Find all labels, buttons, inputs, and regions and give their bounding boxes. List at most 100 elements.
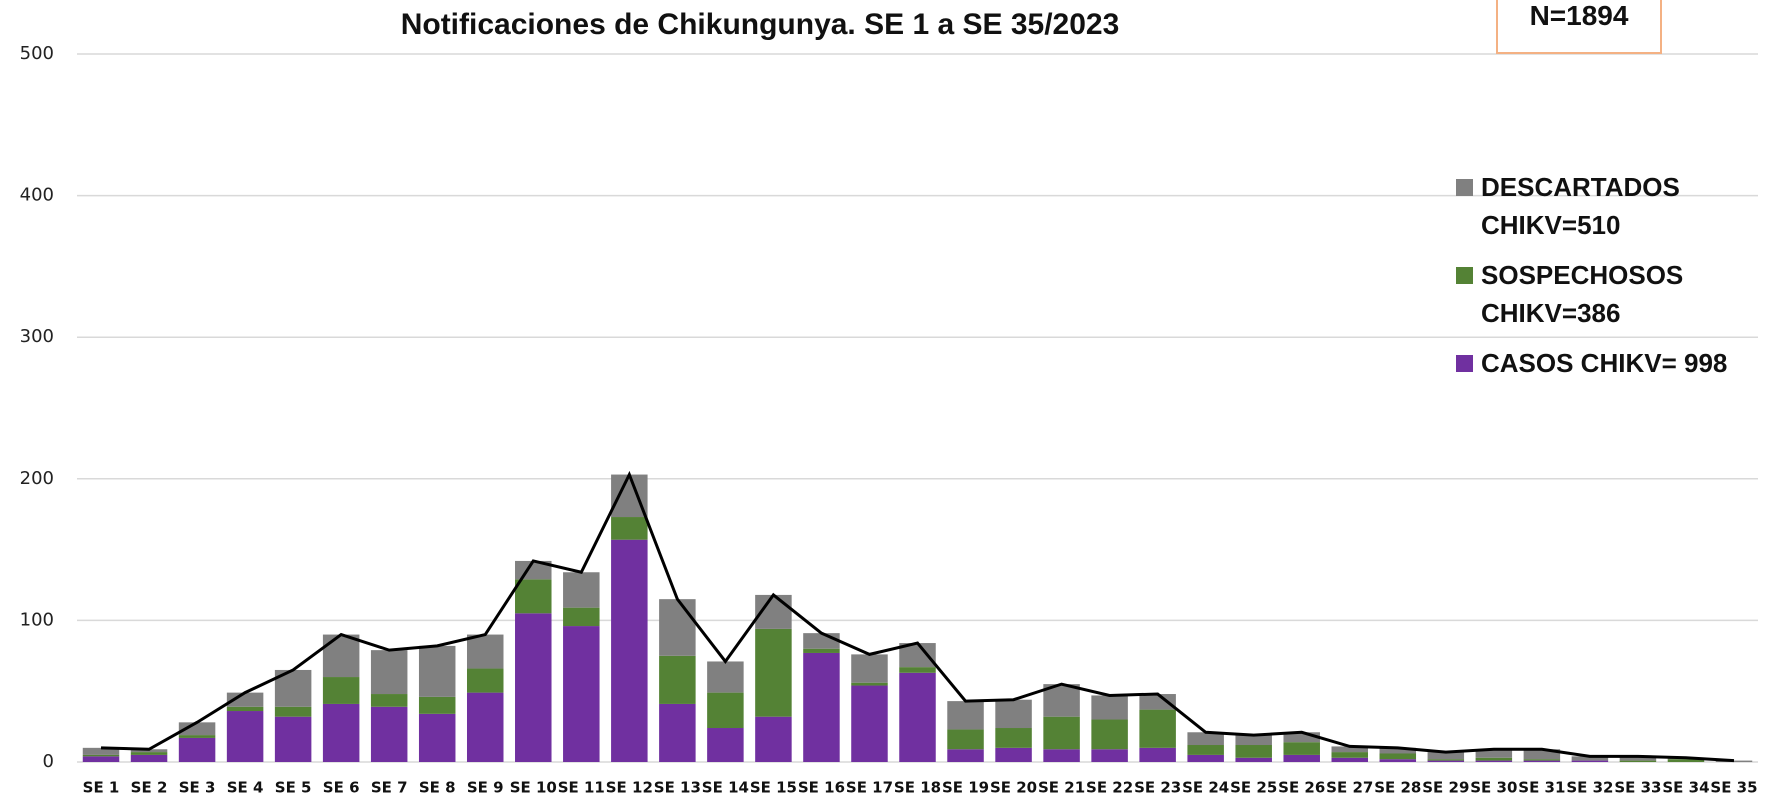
legend-label: CASOS CHIKV= 998 [1481, 348, 1728, 378]
bar-segment [995, 747, 1032, 762]
x-tick-label: SE 28 [1374, 779, 1421, 797]
bar-segment [1619, 760, 1657, 762]
x-tick-label: SE 35 [1710, 779, 1757, 797]
bar-segment [563, 572, 600, 608]
x-tick-label: SE 7 [371, 779, 408, 797]
bar-segment [563, 626, 600, 762]
bar-segment [1235, 745, 1272, 758]
y-tick-label: 0 [43, 751, 54, 772]
bar-segment [226, 711, 264, 762]
bar-segment [947, 729, 984, 750]
bar-segment [466, 634, 504, 669]
bar-segment [851, 685, 888, 762]
bar-segment [178, 735, 216, 738]
bar-segment [1331, 752, 1369, 758]
bar-segment [1379, 753, 1417, 760]
x-tick-label: SE 6 [323, 779, 360, 797]
x-tick-label: SE 30 [1470, 779, 1517, 797]
bar-segment [226, 706, 264, 712]
x-tick-label: SE 15 [750, 779, 797, 797]
bar-segment [803, 633, 840, 649]
bar-segment [1139, 709, 1176, 748]
x-tick-label: SE 16 [798, 779, 845, 797]
bar-segment [707, 728, 744, 762]
bar-segment [995, 699, 1032, 729]
y-tick-label: 500 [20, 43, 54, 64]
bar-segment [418, 696, 456, 714]
legend-swatch [1456, 267, 1473, 284]
legend-item: CASOS CHIKV= 998 [1456, 344, 1746, 382]
bar-segment [515, 579, 552, 614]
x-tick-label: SE 13 [654, 779, 701, 797]
x-tick-label: SE 4 [227, 779, 264, 797]
bar-segment [563, 607, 600, 627]
total-annotation: N=1894 [1496, 0, 1662, 54]
bar-segment [130, 754, 168, 762]
bar-segment [1331, 757, 1369, 762]
bar-segment [178, 722, 216, 736]
bar-segment [1091, 695, 1128, 720]
bar-segment [1187, 745, 1224, 755]
bar-segment [899, 667, 936, 673]
x-tick-label: SE 29 [1422, 779, 1469, 797]
x-tick-label: SE 2 [131, 779, 168, 797]
bar-segment [1283, 754, 1320, 762]
y-tick-label: 300 [20, 326, 54, 347]
legend-label: SOSPECHOSOS CHIKV=386 [1481, 260, 1684, 328]
bar-segment [370, 694, 408, 707]
legend-item: DESCARTADOS CHIKV=510 [1456, 168, 1746, 244]
x-tick-label: SE 21 [1038, 779, 1085, 797]
x-tick-label: SE 24 [1182, 779, 1229, 797]
bar-segment [755, 716, 792, 762]
legend-swatch [1456, 355, 1473, 372]
bar-segment [1379, 747, 1417, 754]
bar-segment [659, 599, 696, 656]
x-tick-label: SE 3 [179, 779, 216, 797]
bar-segment [466, 692, 504, 762]
bar-segment [82, 756, 120, 762]
bar-segment [1571, 760, 1609, 762]
x-tick-label: SE 18 [894, 779, 941, 797]
chart-title: Notificaciones de Chikungunya. SE 1 a SE… [401, 8, 1120, 41]
bar-segment [1523, 760, 1561, 762]
y-tick-label: 200 [20, 468, 54, 489]
x-tick-label: SE 10 [510, 779, 557, 797]
bar-segment [611, 517, 648, 540]
legend-item: SOSPECHOSOS CHIKV=386 [1456, 256, 1746, 332]
bar-segment [274, 716, 312, 762]
bar-segment [707, 692, 744, 729]
bar-segment [1187, 732, 1224, 746]
x-tick-label: SE 27 [1326, 779, 1373, 797]
x-tick-label: SE 12 [606, 779, 653, 797]
bar-segment [947, 701, 984, 730]
bar-segment [1139, 747, 1176, 762]
bar-segment [803, 652, 840, 762]
bar-segment [1043, 716, 1080, 750]
x-tick-label: SE 32 [1566, 779, 1613, 797]
bar-segment [611, 539, 648, 762]
x-tick-label: SE 19 [942, 779, 989, 797]
x-tick-label: SE 34 [1662, 779, 1709, 797]
x-tick-label: SE 11 [558, 779, 605, 797]
bar-segment [82, 754, 120, 757]
bar-segment [466, 668, 504, 693]
bar-segment [803, 648, 840, 653]
bar-segment [1475, 760, 1513, 762]
bar-segment [1427, 752, 1465, 760]
bar-segment [370, 706, 408, 762]
x-tick-label: SE 25 [1230, 779, 1277, 797]
bar-segment [1235, 735, 1272, 746]
bar-segment [899, 672, 936, 762]
legend-label: DESCARTADOS CHIKV=510 [1481, 172, 1680, 240]
y-tick-label: 400 [20, 185, 54, 206]
x-tick-label: SE 1 [83, 779, 120, 797]
y-tick-label: 100 [20, 609, 54, 630]
x-tick-label: SE 31 [1518, 779, 1565, 797]
legend: DESCARTADOS CHIKV=510 SOSPECHOSOS CHIKV=3… [1456, 168, 1746, 394]
bar-segment [178, 737, 216, 762]
bar-segment [1571, 756, 1609, 761]
bar-segment [1283, 742, 1320, 755]
bar-segment [851, 654, 888, 683]
bar-segment [1091, 719, 1128, 750]
bar-segment [1715, 760, 1753, 762]
